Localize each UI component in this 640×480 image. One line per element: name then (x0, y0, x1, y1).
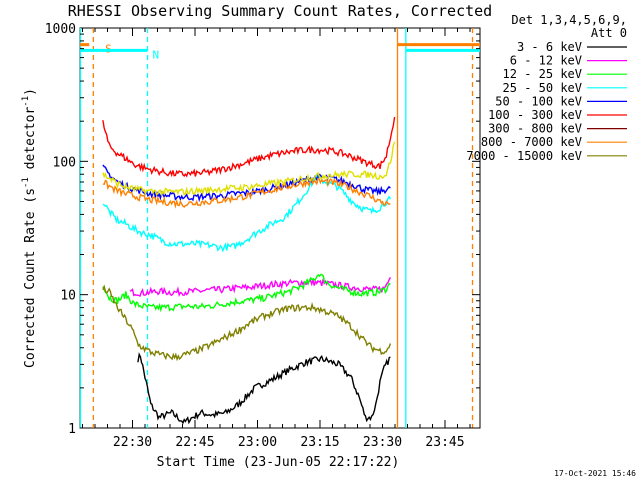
vertical-markers (79, 28, 474, 428)
plot-frame (79, 27, 481, 429)
y-axis-label: Corrected Count Rate (s-1 detector-1) (21, 88, 38, 368)
series-line-1 (129, 276, 392, 297)
x-tick-label: 23:15 (300, 435, 339, 450)
series-line-7 (102, 177, 391, 209)
series-line-0 (137, 352, 391, 425)
legend-label: 6 - 12 keV (510, 54, 582, 68)
y-axis-label-sup1: -1 (21, 177, 31, 188)
series-line-4 (102, 164, 391, 203)
legend-header-line1: Det 1,3,4,5,6,9, (511, 13, 627, 27)
series-line-2 (102, 273, 391, 313)
series-line-5 (102, 116, 396, 178)
flag-label-n: N (153, 48, 160, 61)
y-tick-label: 100 (53, 155, 76, 170)
footer-date: 17-Oct-2021 15:46 (554, 469, 636, 478)
series-line-9 (102, 141, 396, 198)
legend-label: 7000 - 15000 keV (466, 149, 582, 163)
x-axis-ticks: 22:30 22:45 23:00 23:15 23:30 23:45 (82, 28, 471, 450)
chart-title: RHESSI Observing Summary Count Rates, Co… (68, 2, 492, 20)
legend-label: 12 - 25 keV (503, 67, 582, 81)
y-tick-label: 1000 (45, 22, 76, 37)
y-axis-ticks: 1 10 100 1000 (45, 22, 480, 437)
legend-label: 50 - 100 keV (495, 94, 582, 108)
y-tick-label: 1 (68, 422, 76, 437)
x-tick-label: 23:45 (425, 435, 464, 450)
y-tick-label: 10 (60, 289, 76, 304)
legend-label: 25 - 50 keV (503, 81, 582, 95)
legend-header-line2: Att 0 (591, 26, 627, 40)
y-axis-label-sup2: -1 (21, 96, 31, 107)
flag-bars: SN (80, 43, 480, 61)
series-line-8 (102, 284, 392, 362)
legend-label: 800 - 7000 keV (481, 135, 582, 149)
legend-label: 100 - 300 keV (488, 108, 582, 122)
y-axis-label-main: Corrected Count Rate (s (23, 188, 38, 368)
y-axis-label-end: ) (23, 88, 38, 96)
x-tick-label: 23:30 (363, 435, 402, 450)
x-tick-label: 23:00 (238, 435, 277, 450)
x-tick-label: 22:30 (113, 435, 152, 450)
series-lines (102, 116, 396, 425)
y-axis-label-mid: detector (23, 107, 38, 178)
series-line-3 (102, 173, 392, 253)
x-tick-label: 22:45 (175, 435, 214, 450)
legend-label: 300 - 800 keV (488, 122, 582, 136)
legend-label: 3 - 6 keV (517, 40, 582, 54)
x-axis-label: Start Time (23-Jun-05 22:17:22) (157, 455, 400, 470)
